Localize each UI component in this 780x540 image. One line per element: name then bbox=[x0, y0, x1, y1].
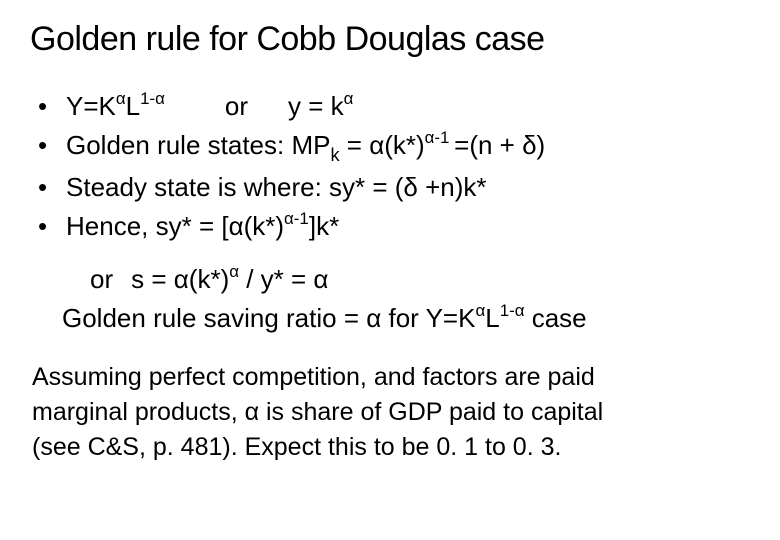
bullet-3: Steady state is where: sy* = (δ +n)k* bbox=[38, 168, 750, 207]
b1-t2: L bbox=[126, 91, 140, 121]
i2-sup2: 1-α bbox=[500, 301, 525, 320]
b4-sup1: α-1 bbox=[284, 209, 309, 228]
i1-sup1: α bbox=[229, 262, 239, 281]
i1-t2: s = α(k*) bbox=[131, 264, 229, 294]
slide-title: Golden rule for Cobb Douglas case bbox=[30, 20, 750, 59]
bullet-4: Hence, sy* = [α(k*)α-1]k* bbox=[38, 207, 750, 246]
b4-t2: ]k* bbox=[309, 211, 339, 241]
footer-paragraph: Assuming perfect competition, and factor… bbox=[32, 360, 750, 465]
b1-sup3: α bbox=[344, 89, 354, 108]
b1-t3: y = k bbox=[288, 91, 344, 121]
footer-l2: marginal products, α is share of GDP pai… bbox=[32, 395, 750, 430]
bullet-1: Y=KαL1-αory = kα bbox=[38, 87, 750, 126]
b1-sup2: 1-α bbox=[140, 89, 165, 108]
indent-line-1: or s = α(k*)α / y* = α bbox=[90, 260, 750, 299]
b1-or: or bbox=[225, 91, 248, 121]
i1-t1: or bbox=[90, 264, 113, 294]
i1-t3: / y* = α bbox=[239, 264, 328, 294]
indent-line-2: Golden rule saving ratio = α for Y=KαL1-… bbox=[62, 299, 750, 338]
b2-sup1: α-1 bbox=[425, 128, 454, 147]
i2-t1: Golden rule saving ratio = α for Y=K bbox=[62, 303, 475, 333]
b2-t1: Golden rule states: MP bbox=[66, 130, 330, 160]
b2-t2: = α(k*) bbox=[340, 130, 425, 160]
footer-l1: Assuming perfect competition, and factor… bbox=[32, 360, 750, 395]
b3-t1: Steady state is where: sy* = (δ +n)k* bbox=[66, 172, 487, 202]
b2-sub1: k bbox=[330, 145, 339, 165]
footer-l3: (see C&S, p. 481). Expect this to be 0. … bbox=[32, 430, 750, 465]
b4-t1: Hence, sy* = [α(k*) bbox=[66, 211, 284, 241]
b1-sup1: α bbox=[116, 89, 126, 108]
i2-sup1: α bbox=[475, 301, 485, 320]
bullet-2: Golden rule states: MPk = α(k*)α-1 =(n +… bbox=[38, 126, 750, 168]
i2-t3: case bbox=[524, 303, 586, 333]
bullet-list: Y=KαL1-αory = kα Golden rule states: MPk… bbox=[38, 87, 750, 246]
b1-t1: Y=K bbox=[66, 91, 116, 121]
b2-t3: =(n + δ) bbox=[454, 130, 545, 160]
i2-t2: L bbox=[485, 303, 499, 333]
indent-block: ors = α(k*)α / y* = α Golden rule saving… bbox=[90, 260, 750, 338]
